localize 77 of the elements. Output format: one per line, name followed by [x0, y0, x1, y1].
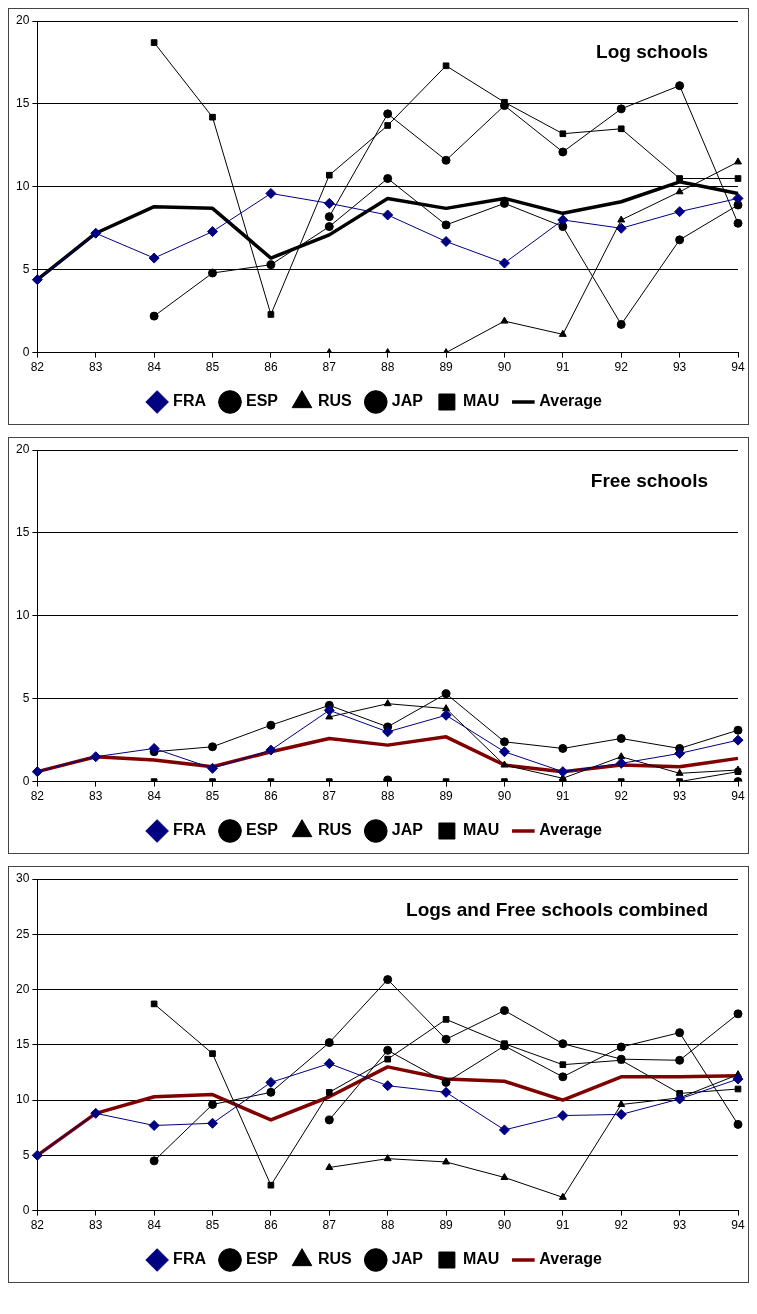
x-tick-label: 93 [672, 1218, 687, 1233]
x-tick-label: 84 [147, 789, 162, 804]
x-tick-label: 90 [497, 789, 512, 804]
x-tick-label: 82 [30, 1218, 45, 1233]
y-tick-label: 15 [15, 1037, 30, 1052]
y-tick-label: 0 [22, 344, 30, 359]
x-tick-label: 86 [264, 360, 278, 375]
x-tick-label: 83 [89, 1218, 103, 1233]
x-tick-label: 83 [89, 360, 103, 375]
y-tick-label: 25 [15, 926, 30, 941]
x-tick-label: 90 [497, 1218, 512, 1233]
legend-label: JAP [391, 821, 424, 839]
x-tick-label: 94 [731, 360, 745, 375]
x-tick-label: 90 [497, 360, 512, 375]
y-tick-label: 30 [15, 871, 30, 886]
x-tick-label: 82 [30, 789, 45, 804]
x-tick-label: 92 [614, 789, 629, 804]
x-tick-label: 89 [439, 360, 454, 375]
legend-label: RUS [318, 1250, 353, 1268]
y-tick-label: 20 [15, 13, 30, 28]
y-tick-label: 5 [22, 1147, 30, 1162]
y-tick-label: 10 [15, 1092, 30, 1107]
x-tick-label: 86 [264, 789, 278, 804]
y-tick-label: 20 [15, 442, 30, 457]
legend-label: Average [539, 821, 602, 839]
legend-label: RUS [318, 821, 353, 839]
x-tick-label: 83 [89, 789, 103, 804]
x-tick-label: 89 [439, 1218, 454, 1233]
y-tick-label: 15 [15, 96, 30, 111]
x-tick-label: 87 [322, 360, 337, 375]
legend-label: RUS [318, 392, 353, 410]
text: Log schools [596, 40, 708, 62]
x-tick-label: 86 [264, 1218, 278, 1233]
legend-label: MAU [462, 1250, 500, 1268]
x-tick-label: 82 [30, 360, 45, 375]
legend-label: MAU [462, 392, 500, 410]
y-tick-label: 15 [15, 525, 30, 540]
y-tick-label: 5 [22, 691, 30, 706]
y-tick-label: 20 [15, 981, 30, 996]
x-tick-label: 89 [439, 789, 454, 804]
x-tick-label: 87 [322, 1218, 337, 1233]
x-tick-label: 92 [614, 1218, 629, 1233]
legend-label: ESP [245, 392, 279, 410]
y-tick-label: 0 [22, 773, 30, 788]
x-tick-label: 91 [556, 1218, 570, 1233]
legend-label: FRA [173, 1250, 207, 1268]
x-tick-label: 93 [672, 789, 687, 804]
legend-label: ESP [245, 1250, 279, 1268]
x-tick-label: 84 [147, 1218, 162, 1233]
x-tick-label: 87 [322, 789, 337, 804]
x-tick-label: 88 [380, 1218, 395, 1233]
x-tick-label: 92 [614, 360, 629, 375]
legend-label: JAP [391, 392, 424, 410]
legend-label: JAP [391, 1250, 424, 1268]
x-tick-label: 84 [147, 360, 162, 375]
legend-label: FRA [173, 821, 207, 839]
y-tick-label: 10 [15, 179, 30, 194]
legend-label: MAU [462, 821, 500, 839]
x-tick-label: 85 [205, 1218, 220, 1233]
legend-label: ESP [245, 821, 279, 839]
x-tick-label: 88 [380, 360, 395, 375]
x-tick-label: 94 [731, 789, 745, 804]
legend-label: Average [539, 1250, 602, 1268]
y-tick-label: 0 [22, 1202, 30, 1217]
x-tick-label: 93 [672, 360, 687, 375]
y-tick-label: 5 [22, 262, 30, 277]
x-tick-label: 85 [205, 360, 220, 375]
text: Logs and Free schools combined [406, 898, 708, 920]
x-tick-label: 91 [556, 789, 570, 804]
legend-label: FRA [173, 392, 207, 410]
x-tick-label: 91 [556, 360, 570, 375]
x-tick-label: 94 [731, 1218, 745, 1233]
x-tick-label: 85 [205, 789, 220, 804]
y-tick-label: 10 [15, 608, 30, 623]
legend-label: Average [539, 392, 602, 410]
text: Free schools [590, 469, 708, 491]
x-tick-label: 88 [380, 789, 395, 804]
